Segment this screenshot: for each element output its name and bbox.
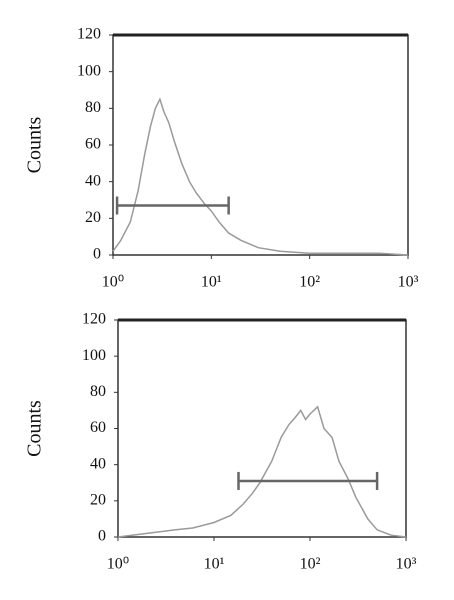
histogram-line xyxy=(112,97,409,256)
x-tick-label: 10² xyxy=(299,274,320,291)
y-tick-label: 60 xyxy=(90,419,106,436)
y-tick-label: 120 xyxy=(82,311,106,328)
y-tick-label: 100 xyxy=(82,347,106,364)
y-tick-label: 40 xyxy=(85,172,101,189)
y-tick-label: 80 xyxy=(90,383,106,400)
plot-frame xyxy=(112,34,409,256)
y-tick-label: 0 xyxy=(93,246,101,263)
y-tick-label: 120 xyxy=(77,26,101,43)
y-tick-label: 60 xyxy=(85,136,101,153)
plot-frame xyxy=(117,319,407,538)
y-tick-label: 20 xyxy=(90,492,106,509)
x-tick-label: 10³ xyxy=(398,274,419,291)
x-tick-label: 10² xyxy=(300,556,321,573)
y-tick-label: 20 xyxy=(85,209,101,226)
x-tick-label: 10¹ xyxy=(201,274,222,291)
y-axis-label: Counts xyxy=(24,116,46,173)
y-tick-label: 100 xyxy=(77,62,101,79)
x-tick-label: 10⁰ xyxy=(107,556,129,573)
y-tick-label: 0 xyxy=(98,528,106,545)
x-tick-label: 10¹ xyxy=(204,556,225,573)
y-tick-label: 40 xyxy=(90,455,106,472)
x-tick-label: 10⁰ xyxy=(102,274,124,291)
x-tick-label: 10³ xyxy=(396,556,417,573)
y-tick-label: 80 xyxy=(85,99,101,116)
histogram-line xyxy=(117,405,407,538)
y-axis-label: Counts xyxy=(24,400,46,457)
